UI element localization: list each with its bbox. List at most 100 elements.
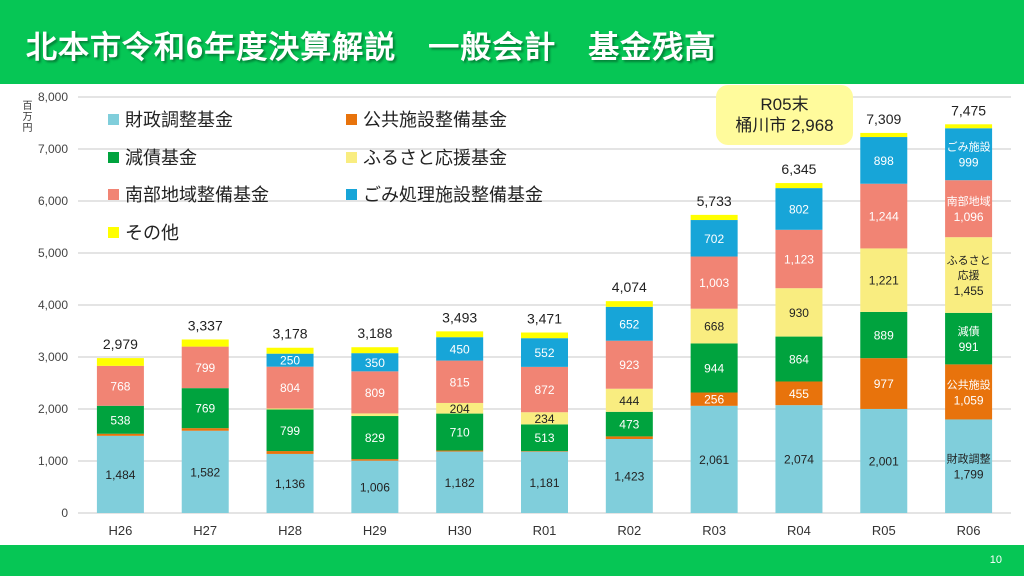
- bar-segment-debt-reduction: [690, 343, 738, 393]
- bar-segment-southern-area: [181, 346, 229, 389]
- bar-segment-public-facilities: [521, 451, 568, 452]
- bar-segment-public-facilities: [775, 381, 823, 406]
- bar-segment-fiscal-adjustment: [945, 419, 993, 513]
- bar-segment-public-facilities: [436, 450, 484, 452]
- segment-value-label: 809: [365, 386, 385, 400]
- bar-segment-furusato: [605, 388, 653, 412]
- segment-value-label: 923: [619, 358, 639, 372]
- legend-label: ごみ処理施設整備基金: [363, 185, 543, 205]
- bar-segment-other: [945, 124, 993, 129]
- bar-segment-fiscal-adjustment: [351, 460, 399, 513]
- segment-value-label: 1,582: [190, 465, 220, 479]
- bar-segment-fiscal-adjustment: [181, 430, 229, 513]
- bar-stack-R01: [521, 332, 568, 513]
- bar-segment-furusato: [351, 413, 399, 417]
- bar-segment-other: [181, 339, 229, 347]
- bar-segment-public-facilities: [605, 436, 653, 440]
- bar-segment-public-facilities: [96, 433, 144, 436]
- total-label: 3,493: [442, 309, 477, 325]
- bar-segment-furusato: [775, 288, 823, 337]
- bar-stack-R04: [775, 183, 823, 513]
- legend-label: ふるさと応援基金: [363, 148, 507, 168]
- bar-segment-waste-facility: [605, 306, 653, 341]
- legend-item-fiscal-adjustment: 財政調整基金: [108, 106, 233, 132]
- segment-value-label: 444: [619, 394, 639, 408]
- bar-segment-southern-area: [96, 365, 144, 406]
- segment-value-label: 473: [619, 418, 639, 432]
- bar-stack-H28: [266, 347, 314, 513]
- bar-stack-R06: [945, 124, 993, 513]
- bar-segment-fiscal-adjustment: [436, 451, 484, 513]
- bar-segment-debt-reduction: [266, 409, 314, 452]
- segment-value-label: 1,221: [869, 274, 899, 288]
- segment-value-label: 889: [874, 329, 894, 343]
- segment-value-label: 799: [195, 361, 215, 375]
- segment-value-label: 1,123: [784, 253, 814, 267]
- bar-segment-southern-area: [436, 360, 484, 403]
- segment-value-label: 2,074: [784, 453, 814, 467]
- bar-segment-furusato: [266, 408, 314, 410]
- segment-value-label: 256: [704, 393, 724, 407]
- total-label: 7,475: [951, 102, 986, 118]
- segment-value-label: 1,455: [954, 284, 984, 298]
- legend-item-furusato: ふるさと応援基金: [346, 144, 507, 170]
- segment-value-label: 769: [195, 402, 215, 416]
- bar-segment-other: [775, 183, 823, 189]
- bar-segment-furusato: [860, 248, 908, 312]
- y-tick-label: 7,000: [38, 142, 68, 156]
- bar-segment-fiscal-adjustment: [605, 439, 653, 513]
- bar-segment-southern-area: [690, 256, 738, 309]
- legend-swatch: [108, 151, 119, 163]
- segment-value-label: 872: [534, 383, 554, 397]
- bar-segment-waste-facility: [266, 353, 314, 367]
- bar-segment-waste-facility: [436, 337, 484, 361]
- segment-value-label: 829: [365, 431, 385, 445]
- bar-segment-public-facilities: [181, 428, 229, 431]
- y-axis-unit-label: 百万円: [20, 100, 31, 133]
- bar-segment-public-facilities: [860, 358, 908, 409]
- segment-value-label: 350: [365, 356, 385, 370]
- bar-segment-furusato: [945, 237, 993, 313]
- segment-value-label: 1,799: [954, 468, 984, 482]
- legend-label: 財政調整基金: [125, 110, 233, 130]
- bar-segment-southern-area: [860, 183, 908, 249]
- bar-stack-H27: [181, 339, 229, 513]
- segment-value-label: 450: [450, 342, 470, 356]
- bar-segment-public-facilities: [690, 392, 738, 406]
- legend-item-public-facilities: 公共施設整備基金: [346, 106, 507, 132]
- segment-value-label: 977: [874, 377, 894, 391]
- bar-segment-waste-facility: [775, 188, 823, 230]
- x-category-label: H29: [363, 523, 387, 538]
- segment-name-label: 応援: [958, 268, 980, 282]
- legend-swatch: [108, 113, 119, 125]
- total-label: 7,309: [866, 111, 901, 127]
- segment-value-label: 513: [534, 431, 554, 445]
- x-category-label: H26: [108, 523, 132, 538]
- bar-segment-debt-reduction: [775, 336, 823, 382]
- x-category-label: H30: [448, 523, 472, 538]
- legend-label: 南部地域整備基金: [125, 185, 269, 205]
- legend-swatch: [346, 113, 357, 125]
- x-category-label: R04: [787, 523, 811, 538]
- segment-value-label: 930: [789, 306, 809, 320]
- bar-stack-R02: [605, 301, 653, 513]
- segment-value-label: 999: [959, 156, 979, 170]
- total-label: 3,188: [357, 325, 392, 341]
- total-label: 2,979: [103, 336, 138, 352]
- legend-label: 減債基金: [125, 148, 197, 168]
- segment-value-label: 668: [704, 320, 724, 334]
- segment-value-label: 898: [874, 154, 894, 168]
- legend-item-other: その他: [108, 219, 179, 245]
- y-tick-label: 1,000: [38, 454, 68, 468]
- legend-swatch: [346, 188, 357, 200]
- title-bar: 北本市令和6年度決算解説 一般会計 基金残高: [0, 0, 1024, 84]
- segment-value-label: 802: [789, 202, 809, 216]
- segment-name-label: ごみ施設: [947, 140, 991, 154]
- segment-value-label: 864: [789, 353, 809, 367]
- legend-swatch: [346, 151, 357, 163]
- total-label: 6,345: [781, 161, 816, 177]
- page-number: 10: [989, 554, 1002, 566]
- bar-segment-debt-reduction: [860, 311, 908, 359]
- segment-value-label: 710: [450, 426, 470, 440]
- segment-value-label: 234: [534, 412, 554, 426]
